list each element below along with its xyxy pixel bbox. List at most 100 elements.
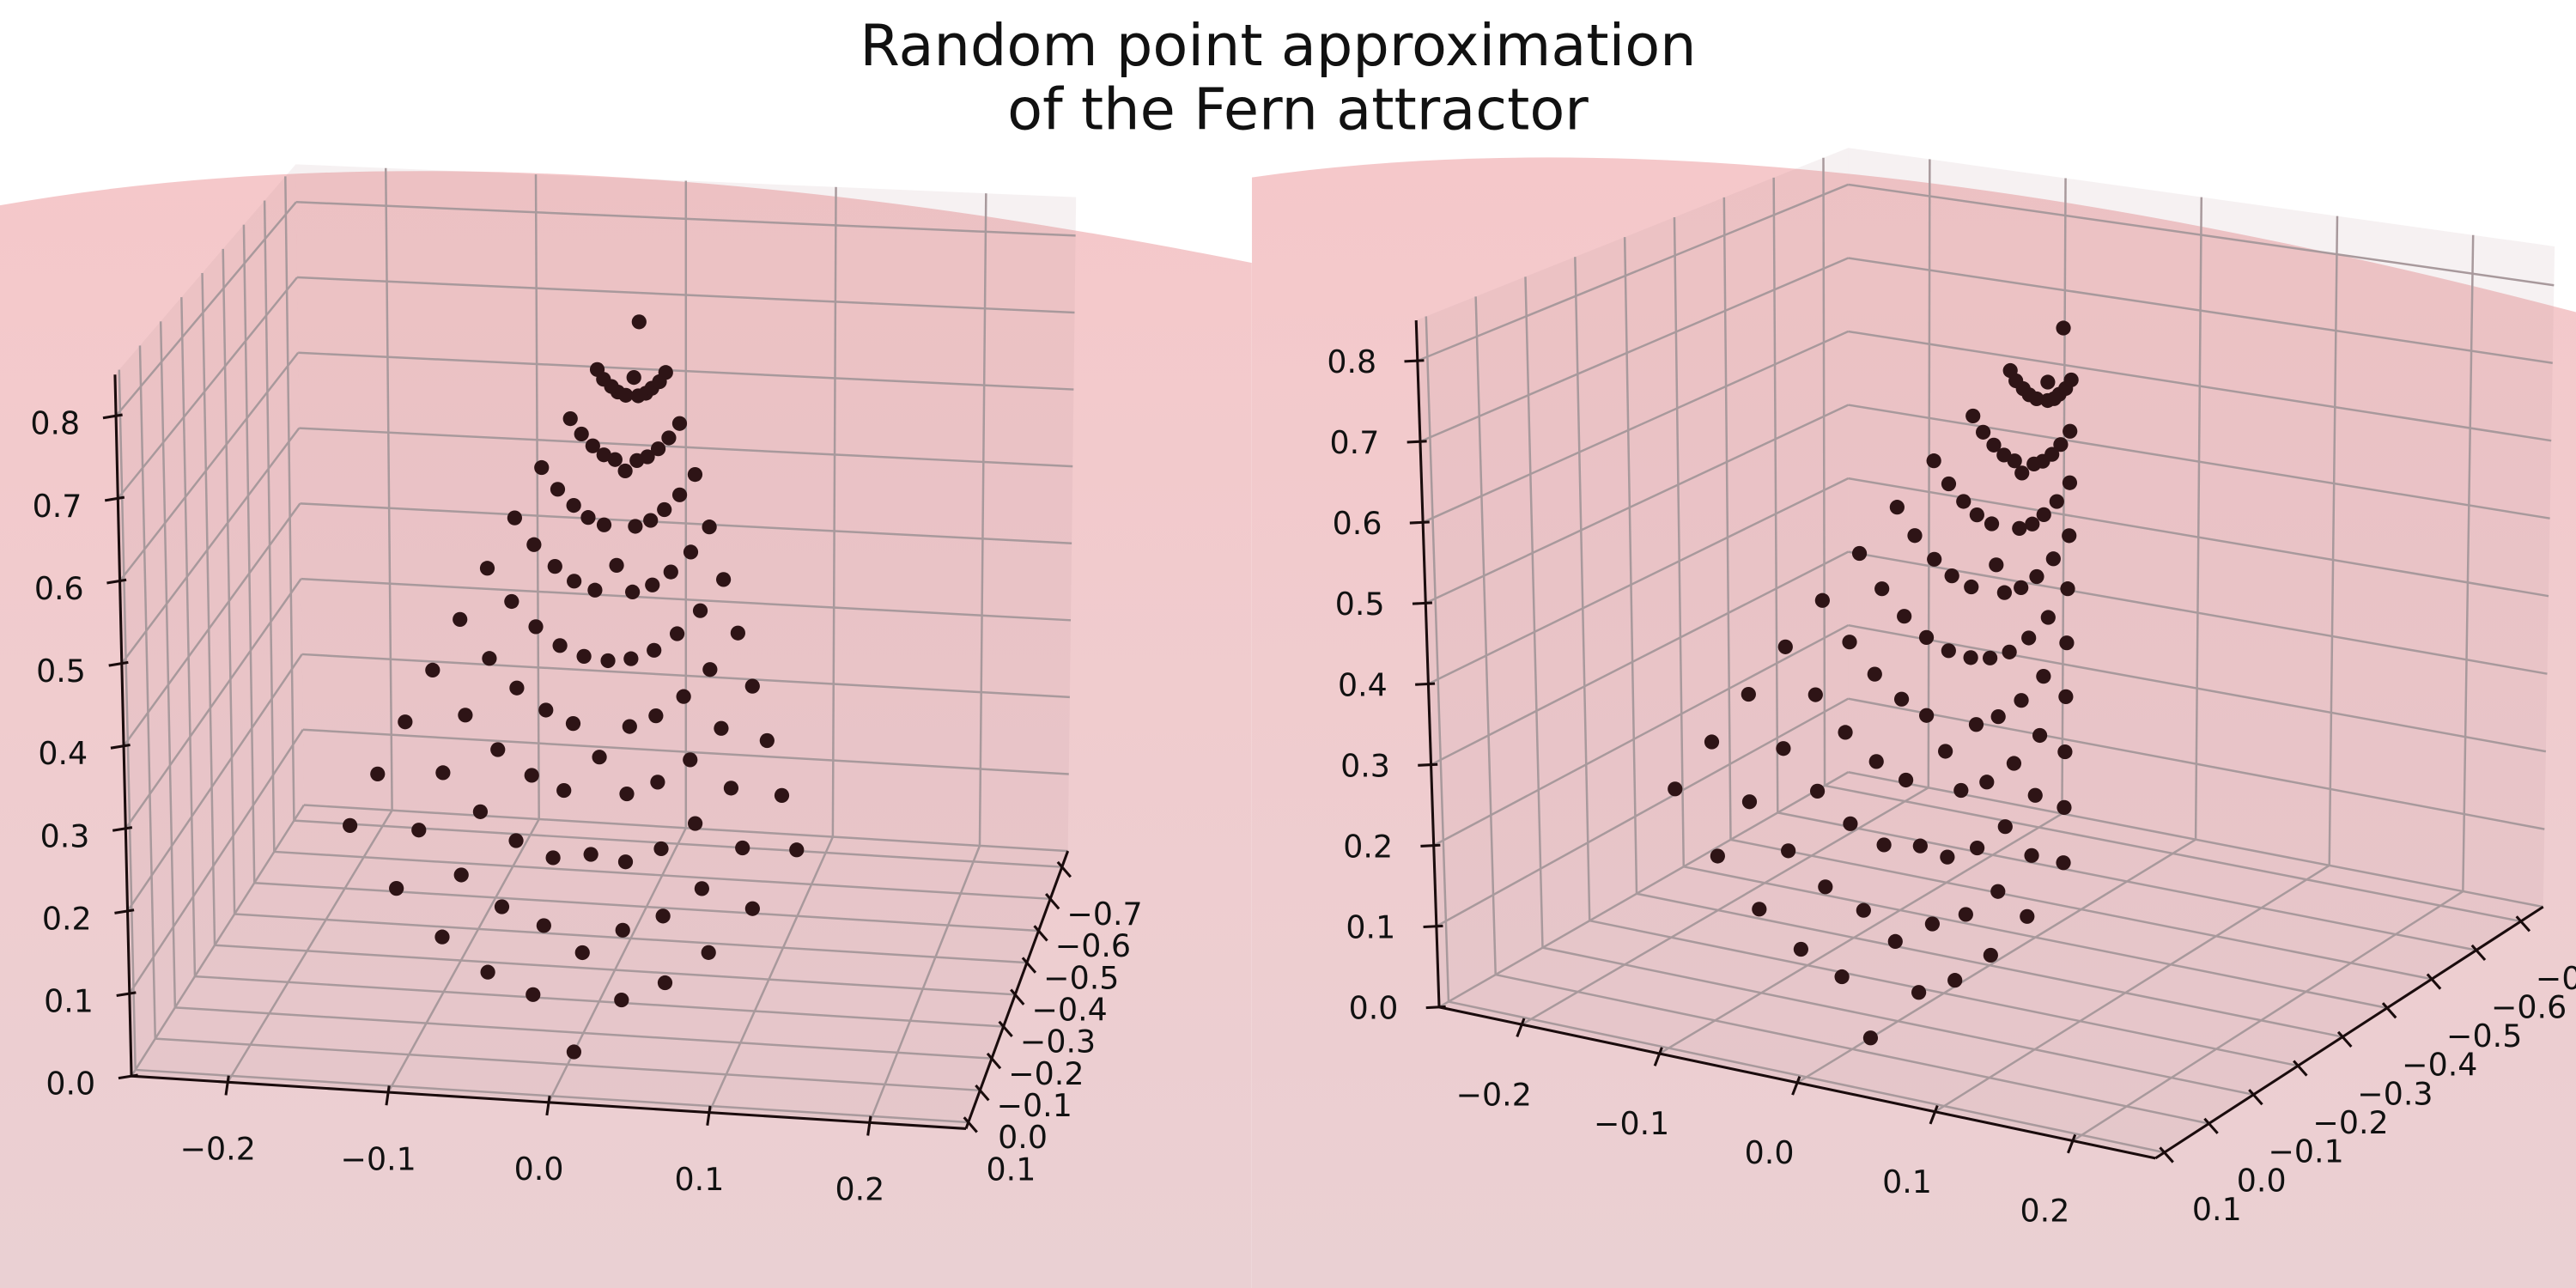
point	[617, 854, 634, 870]
grid-line	[284, 176, 295, 821]
tick-mark	[110, 743, 131, 750]
grid-line	[1425, 404, 1849, 605]
point	[2045, 551, 2061, 567]
tick-mark	[1415, 682, 1436, 686]
tick-mark	[706, 1105, 712, 1126]
grid-line	[1659, 812, 2063, 1055]
point	[1969, 840, 1985, 856]
y-tick-label: −0.2	[1008, 1055, 1084, 1092]
y-tick-label: 0.0	[998, 1119, 1048, 1156]
tick-mark	[2515, 915, 2531, 933]
point	[398, 714, 413, 730]
z-tick-label: 0.6	[34, 570, 84, 607]
grid-line	[299, 427, 1073, 468]
tick-mark	[2336, 1030, 2353, 1048]
point	[2063, 423, 2078, 439]
point	[1965, 408, 1981, 424]
z-tick-label: 0.7	[33, 488, 82, 525]
point	[663, 564, 678, 580]
x-tick-label: 0.1	[675, 1161, 725, 1198]
chart-title: of the Fern attractor	[1007, 76, 1589, 143]
point	[617, 463, 633, 479]
point	[622, 719, 637, 734]
y-tick-label: −0.7	[2536, 960, 2576, 997]
grid-line	[1474, 296, 1497, 975]
point	[1809, 783, 1826, 799]
point	[479, 561, 495, 576]
point	[434, 929, 450, 945]
point	[2014, 465, 2030, 481]
tick-mark	[102, 413, 123, 420]
point	[453, 611, 468, 627]
point	[596, 447, 611, 463]
point	[609, 557, 624, 573]
grid-line	[201, 272, 216, 945]
panel-background	[1251, 157, 2576, 1288]
tick-mark	[385, 1085, 391, 1106]
point	[683, 752, 698, 768]
grid-line	[118, 352, 300, 582]
point	[789, 842, 805, 858]
grid-line	[227, 810, 393, 1083]
grid-line	[180, 297, 197, 977]
tick-mark	[1791, 1076, 1801, 1096]
y-axis-line	[2154, 905, 2544, 1160]
point	[600, 653, 616, 669]
grid-line	[1824, 784, 2522, 923]
grid-line	[868, 845, 981, 1123]
point	[556, 782, 572, 799]
point	[1874, 581, 1890, 597]
point	[2060, 581, 2075, 597]
point	[661, 430, 677, 446]
point	[1979, 775, 1995, 790]
point	[574, 426, 589, 442]
point	[1986, 437, 2002, 453]
point	[1710, 848, 1725, 864]
grid-line	[1495, 973, 2209, 1125]
point	[643, 513, 659, 528]
point	[538, 702, 554, 718]
point	[1947, 973, 1963, 988]
point	[2044, 447, 2060, 462]
point	[1889, 500, 1905, 515]
grid-line	[123, 502, 301, 747]
tick-mark	[2067, 1133, 2077, 1154]
point	[435, 765, 451, 781]
tick-mark	[2426, 973, 2442, 990]
point	[1856, 902, 1871, 918]
grid-line	[1448, 1000, 2165, 1154]
point	[1781, 843, 1796, 859]
grid-line	[1436, 697, 1850, 927]
point	[508, 833, 524, 848]
chart-title: Random point approximation	[860, 12, 1696, 79]
point	[626, 369, 641, 386]
grid-line	[1822, 157, 1826, 786]
point	[1868, 754, 1884, 769]
z-tick-label: 0.3	[40, 817, 90, 854]
point	[583, 847, 598, 862]
y-tick-label: −0.6	[1055, 927, 1131, 964]
tick-mark	[1516, 1018, 1526, 1037]
grid-line	[1848, 550, 2548, 675]
point	[589, 361, 605, 377]
grid-line	[1848, 404, 2550, 519]
point	[528, 619, 544, 635]
tick-mark	[975, 1084, 990, 1102]
point	[565, 716, 581, 732]
point	[774, 787, 790, 803]
grid-line	[385, 167, 393, 811]
point	[1814, 592, 1830, 608]
point	[2036, 507, 2051, 522]
tick-mark	[1653, 1047, 1663, 1066]
grid-line	[301, 653, 1070, 699]
point	[702, 519, 717, 535]
x-tick-label: −0.2	[180, 1131, 256, 1168]
point	[1912, 838, 1928, 854]
grid-line	[138, 345, 157, 1039]
point	[2040, 374, 2056, 390]
grid-line	[155, 1037, 981, 1092]
grid-line	[298, 351, 1074, 391]
z-tick-label: 0.1	[1346, 909, 1395, 946]
tick-mark	[114, 908, 135, 914]
